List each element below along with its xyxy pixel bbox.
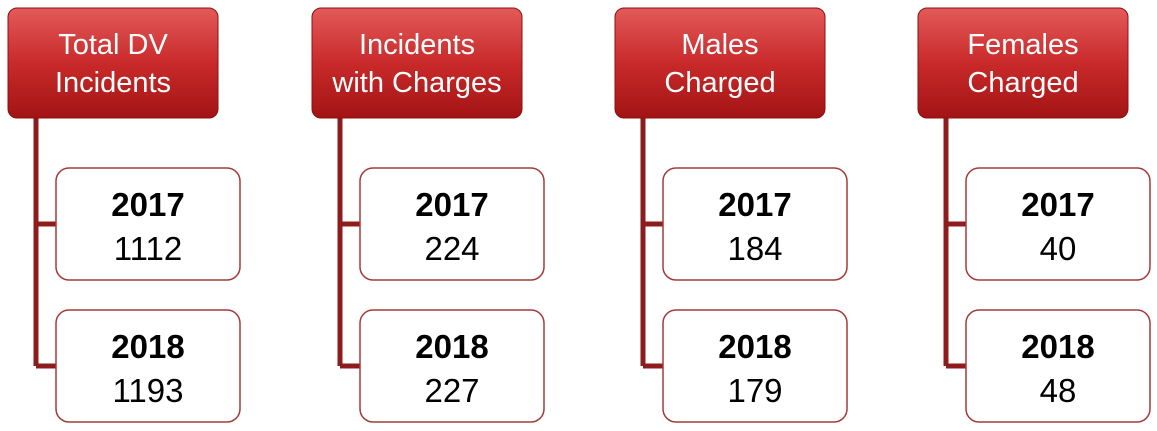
column: Females Charged 2017 40 2018 48	[917, 7, 1151, 423]
header-box	[917, 7, 1129, 119]
item-box	[662, 309, 848, 423]
header-text: Incidents	[359, 29, 475, 61]
header-box	[614, 7, 826, 119]
header-text: Charged	[967, 67, 1078, 99]
connector	[943, 118, 966, 369]
connector	[640, 118, 663, 369]
header-text: Females	[967, 29, 1078, 61]
header-text: Charged	[664, 67, 775, 99]
item-value: 1193	[113, 372, 184, 409]
item-value: 40	[1040, 230, 1077, 267]
item-year: 2017	[718, 186, 791, 223]
item-value: 1112	[114, 230, 183, 267]
header-text: Incidents	[55, 67, 171, 99]
header-text: Males	[681, 29, 758, 61]
column: Total DV Incidents 2017 1112 2018 1193	[7, 7, 241, 423]
item-year: 2018	[111, 328, 184, 365]
item-year: 2018	[415, 328, 488, 365]
item-box	[965, 309, 1151, 423]
item-year: 2017	[415, 186, 488, 223]
item-box	[55, 309, 241, 423]
item-value: 179	[727, 372, 782, 409]
connector	[33, 118, 56, 369]
item-box	[55, 167, 241, 281]
item-value: 184	[727, 230, 782, 267]
header-text: with Charges	[331, 67, 501, 99]
header-text: Total DV	[58, 29, 168, 61]
item-box	[359, 167, 545, 281]
connector	[337, 118, 360, 369]
item-value: 48	[1040, 372, 1077, 409]
item-box	[965, 167, 1151, 281]
item-value: 224	[424, 230, 479, 267]
item-year: 2017	[111, 186, 184, 223]
item-year: 2018	[1021, 328, 1094, 365]
item-year: 2017	[1021, 186, 1094, 223]
column: Incidents with Charges 2017 224 2018 227	[311, 7, 545, 423]
item-value: 227	[424, 372, 479, 409]
column: Males Charged 2017 184 2018 179	[614, 7, 848, 423]
item-box	[662, 167, 848, 281]
header-box	[7, 7, 219, 119]
item-box	[359, 309, 545, 423]
item-year: 2018	[718, 328, 791, 365]
header-box	[311, 7, 523, 119]
